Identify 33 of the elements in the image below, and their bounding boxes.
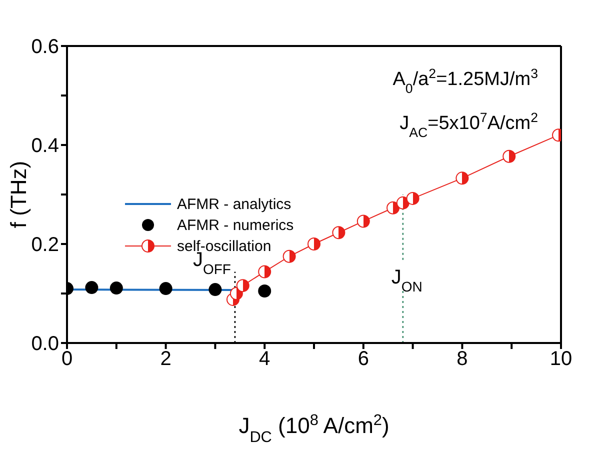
point (308, 238, 320, 250)
point (282, 250, 296, 263)
point (85, 281, 98, 294)
x-axis-title: J$_{DC}$ (10$^{8}$ A/cm$^{2}$) (238, 412, 390, 446)
annotation: J$_{AC}$=5x10$^{7}$A/cm$^{2}$ (400, 110, 538, 140)
y-tick-label: 0.2 (31, 234, 59, 256)
point (258, 284, 272, 298)
x-tick-label: 2 (160, 348, 172, 370)
ref-line-label: J$_{ON}$ (391, 266, 422, 295)
point (332, 226, 346, 240)
x-tick-label: 6 (358, 348, 369, 370)
y-tick-label: 0.4 (31, 135, 59, 158)
point (386, 201, 400, 214)
x-tick-label: 4 (259, 348, 270, 370)
point (159, 282, 172, 296)
point (356, 214, 370, 228)
point (396, 196, 410, 210)
y-axis-title: f (THz) (6, 160, 31, 228)
x-tick-label: 8 (456, 348, 468, 370)
y-tick-label: 0.6 (31, 36, 59, 58)
legend-label: AFMR - analytics (177, 196, 292, 213)
point (456, 172, 469, 185)
legend-label: AFMR - numerics (177, 217, 294, 234)
point (258, 265, 272, 278)
point (208, 283, 222, 296)
point (406, 192, 420, 205)
x-tick-label: 10 (550, 348, 572, 370)
y-tick-label: 0.0 (31, 333, 59, 356)
annotation: A$_{0}$/a$^{2}$=1.25MJ/m$^{3}$ (392, 66, 538, 96)
point (110, 282, 123, 295)
point (236, 279, 250, 292)
x-tick-label: 0 (61, 348, 73, 370)
point (502, 150, 516, 163)
